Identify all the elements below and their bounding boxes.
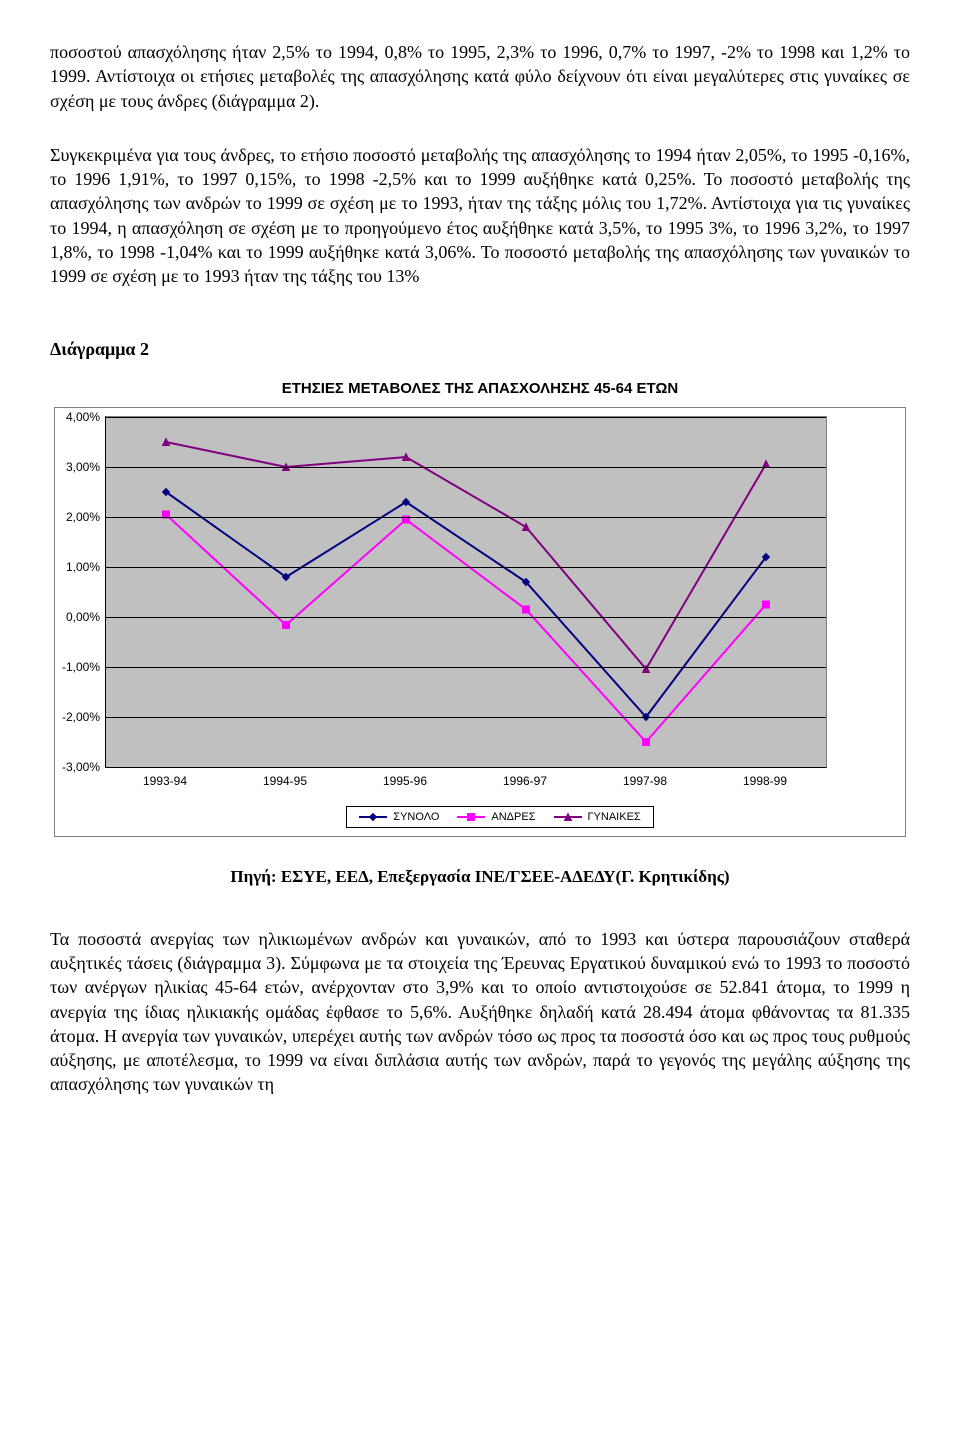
chart-y-tick-label: -1,00% [62, 660, 100, 674]
chart-title: ΕΤΗΣΙΕΣ ΜΕΤΑΒΟΛΕΣ ΤΗΣ ΑΠΑΣΧΟΛΗΣΗΣ 45-64 … [50, 380, 910, 397]
chart-gridline [106, 617, 826, 618]
chart-x-axis-labels: 1993-941994-951995-961996-971997-981998-… [105, 774, 825, 788]
chart-y-tick-label: -3,00% [62, 760, 100, 774]
chart-gridline [106, 667, 826, 668]
chart-gridline [106, 417, 826, 418]
chart-gridline [106, 767, 826, 768]
diagram-heading: Διάγραμμα 2 [50, 339, 910, 360]
chart-legend-item: ΓΥΝΑΙΚΕΣ [554, 811, 641, 823]
chart-legend-item: ΣΥΝΟΛΟ [359, 811, 439, 823]
chart-container: ΕΤΗΣΙΕΣ ΜΕΤΑΒΟΛΕΣ ΤΗΣ ΑΠΑΣΧΟΛΗΣΗΣ 45-64 … [50, 380, 910, 837]
chart-frame: -3,00% -2,00% -1,00% 0,00% 1,00% 2,00% 3,00% 4,… [54, 407, 906, 837]
chart-legend-label: ΓΥΝΑΙΚΕΣ [588, 811, 641, 823]
chart-svg [106, 417, 826, 767]
chart-y-tick-label: -2,00% [62, 710, 100, 724]
chart-x-tick-label: 1995-96 [345, 774, 465, 788]
chart-x-tick-label: 1998-99 [705, 774, 825, 788]
chart-source: Πηγή: ΕΣΥΕ, ΕΕΔ, Επεξεργασία ΙΝΕ/ΓΣΕΕ-ΑΔ… [50, 867, 910, 887]
chart-legend-label: ΑΝΔΡΕΣ [491, 811, 535, 823]
chart-x-tick-label: 1994-95 [225, 774, 345, 788]
chart-gridline [106, 517, 826, 518]
chart-legend: ΣΥΝΟΛΟ ΑΝΔΡΕΣ ΓΥΝΑΙΚΕΣ [346, 806, 653, 828]
chart-y-tick-label: 1,00% [66, 560, 100, 574]
body-paragraph-3: Τα ποσοστά ανεργίας των ηλικιωμένων ανδρ… [50, 927, 910, 1097]
chart-y-tick-label: 3,00% [66, 460, 100, 474]
chart-legend-item: ΑΝΔΡΕΣ [457, 811, 535, 823]
body-paragraph-2: Συγκεκριμένα για τους άνδρες, το ετήσιο … [50, 143, 910, 289]
chart-x-tick-label: 1993-94 [105, 774, 225, 788]
chart-x-tick-label: 1997-98 [585, 774, 705, 788]
chart-gridline [106, 567, 826, 568]
body-paragraph-1: ποσοστού απασχόλησης ήταν 2,5% το 1994, … [50, 40, 910, 113]
chart-gridline [106, 467, 826, 468]
chart-gridline [106, 717, 826, 718]
chart-plot-area: -3,00%-2,00%-1,00%0,00%1,00%2,00%3,00%4,… [105, 416, 827, 768]
chart-legend-label: ΣΥΝΟΛΟ [393, 811, 439, 823]
chart-y-tick-label: 2,00% [66, 510, 100, 524]
chart-x-tick-label: 1996-97 [465, 774, 585, 788]
chart-y-tick-label: 0,00% [66, 610, 100, 624]
chart-y-tick-label: 4,00% [66, 410, 100, 424]
